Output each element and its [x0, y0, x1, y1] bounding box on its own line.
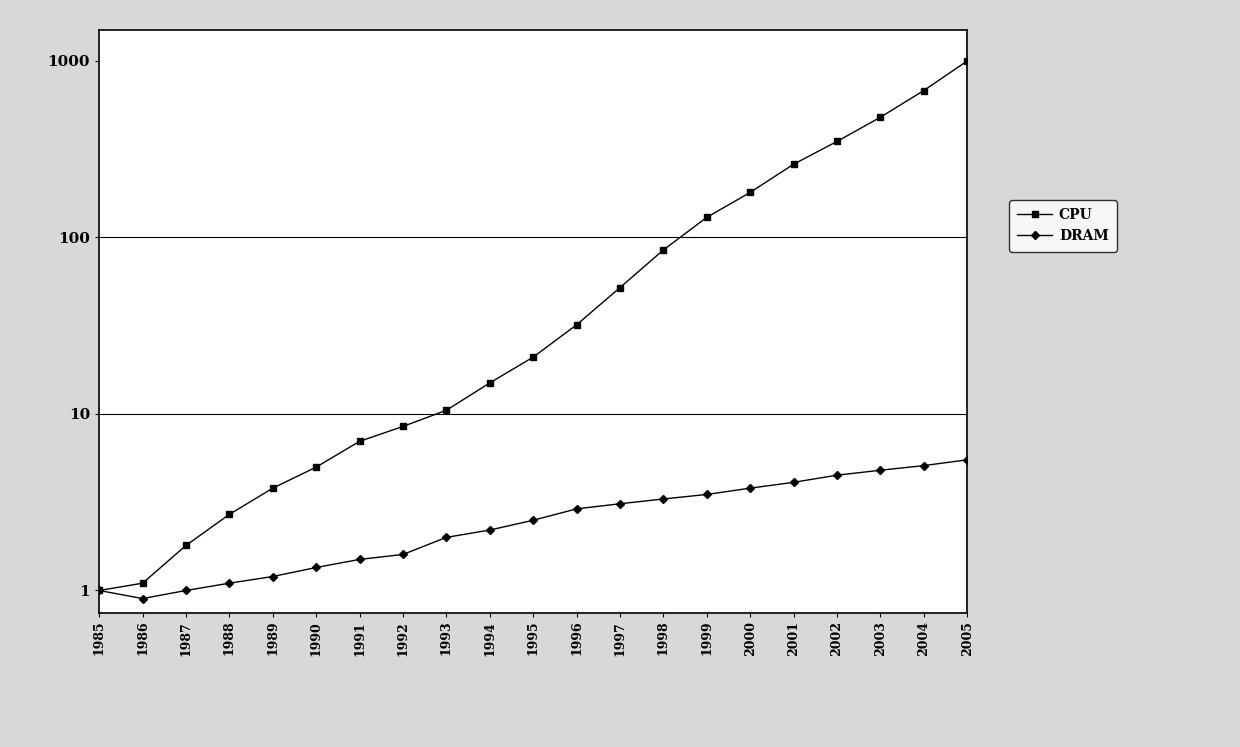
- DRAM: [699, 490, 714, 499]
- DRAM: [960, 456, 975, 465]
- CPU: [179, 541, 193, 550]
- DRAM: [743, 483, 758, 492]
- DRAM: [179, 586, 193, 595]
- DRAM: [830, 471, 844, 480]
- CPU: [352, 437, 367, 446]
- Line: DRAM: DRAM: [97, 457, 970, 601]
- CPU: [439, 406, 454, 415]
- CPU: [396, 422, 410, 431]
- DRAM: [439, 533, 454, 542]
- CPU: [222, 510, 237, 519]
- DRAM: [482, 526, 497, 535]
- CPU: [92, 586, 107, 595]
- CPU: [960, 57, 975, 66]
- CPU: [526, 353, 541, 362]
- CPU: [309, 462, 324, 471]
- DRAM: [873, 466, 888, 475]
- DRAM: [656, 495, 671, 503]
- DRAM: [916, 461, 931, 470]
- DRAM: [569, 504, 584, 513]
- DRAM: [135, 594, 150, 603]
- CPU: [873, 113, 888, 122]
- CPU: [569, 320, 584, 329]
- CPU: [786, 160, 801, 169]
- CPU: [135, 579, 150, 588]
- Line: CPU: CPU: [97, 58, 970, 593]
- CPU: [830, 137, 844, 146]
- CPU: [916, 86, 931, 95]
- DRAM: [786, 478, 801, 487]
- DRAM: [613, 499, 627, 508]
- DRAM: [265, 572, 280, 581]
- CPU: [656, 246, 671, 255]
- CPU: [482, 379, 497, 388]
- CPU: [743, 188, 758, 197]
- DRAM: [352, 555, 367, 564]
- CPU: [613, 283, 627, 292]
- CPU: [265, 483, 280, 492]
- DRAM: [222, 579, 237, 588]
- CPU: [699, 213, 714, 222]
- DRAM: [92, 586, 107, 595]
- DRAM: [526, 515, 541, 524]
- Legend: CPU, DRAM: CPU, DRAM: [1009, 200, 1117, 252]
- DRAM: [309, 563, 324, 572]
- DRAM: [396, 550, 410, 559]
